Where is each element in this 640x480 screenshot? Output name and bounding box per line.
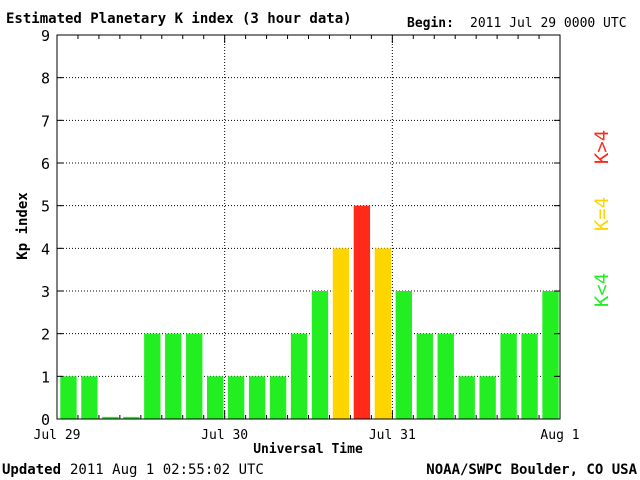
bar xyxy=(207,376,224,419)
bar xyxy=(165,333,182,419)
source-credit: NOAA/SWPC Boulder, CO USA xyxy=(426,462,637,478)
bar xyxy=(227,376,245,419)
y-tick-label: 7 xyxy=(41,112,50,130)
bar xyxy=(353,205,371,419)
updated-label: Updated xyxy=(2,462,61,478)
begin-label: Begin: xyxy=(407,16,454,31)
x-axis-label: Universal Time xyxy=(253,442,363,457)
bar xyxy=(248,376,266,419)
bar xyxy=(60,376,77,419)
bar xyxy=(437,333,454,419)
bar xyxy=(542,291,559,419)
y-tick-label: 3 xyxy=(41,283,50,301)
begin-value: 2011 Jul 29 0000 UTC xyxy=(470,16,627,31)
legend-item-above: K>4 xyxy=(591,130,613,164)
bar xyxy=(123,416,140,419)
bar xyxy=(458,376,475,419)
y-tick-label: 1 xyxy=(41,368,50,386)
y-tick-label: 2 xyxy=(41,326,50,344)
y-tick-label: 8 xyxy=(41,70,50,88)
y-tick-label: 6 xyxy=(41,155,50,173)
x-tick-label: Jul 29 xyxy=(34,428,81,443)
bar xyxy=(332,248,350,419)
bar xyxy=(269,376,287,419)
bar xyxy=(311,291,329,419)
x-ticks: Jul 29 Jul 30 Jul 31 Aug 1 xyxy=(34,35,580,443)
bar xyxy=(416,333,433,419)
bar xyxy=(186,333,203,419)
grid-lines xyxy=(57,35,560,419)
bar xyxy=(102,416,119,419)
legend-item-equal: K=4 xyxy=(591,197,613,231)
updated-value: 2011 Aug 1 02:55:02 UTC xyxy=(70,462,264,478)
y-axis-label: Kp index xyxy=(15,192,31,260)
bar xyxy=(81,376,98,419)
legend-item-below: K<4 xyxy=(591,273,613,307)
x-tick-label: Jul 31 xyxy=(369,428,416,443)
bar xyxy=(374,248,392,419)
y-tick-label: 0 xyxy=(41,411,50,429)
plot-frame xyxy=(56,34,561,420)
bar xyxy=(395,291,412,419)
bars xyxy=(60,205,559,419)
legend: K<4 K=4 K>4 xyxy=(591,130,613,307)
y-ticks: 0 1 2 3 4 5 6 7 8 9 xyxy=(41,27,560,429)
x-tick-label: Jul 30 xyxy=(201,428,248,443)
chart-title: Estimated Planetary K index (3 hour data… xyxy=(6,11,352,27)
bar xyxy=(479,376,496,419)
bar xyxy=(500,333,517,419)
bar xyxy=(144,333,161,419)
y-tick-label: 5 xyxy=(41,198,50,216)
y-tick-label: 4 xyxy=(41,240,50,258)
x-tick-label: Aug 1 xyxy=(540,428,579,443)
bar xyxy=(290,333,308,419)
y-tick-label: 9 xyxy=(41,27,50,45)
bar xyxy=(521,333,538,419)
